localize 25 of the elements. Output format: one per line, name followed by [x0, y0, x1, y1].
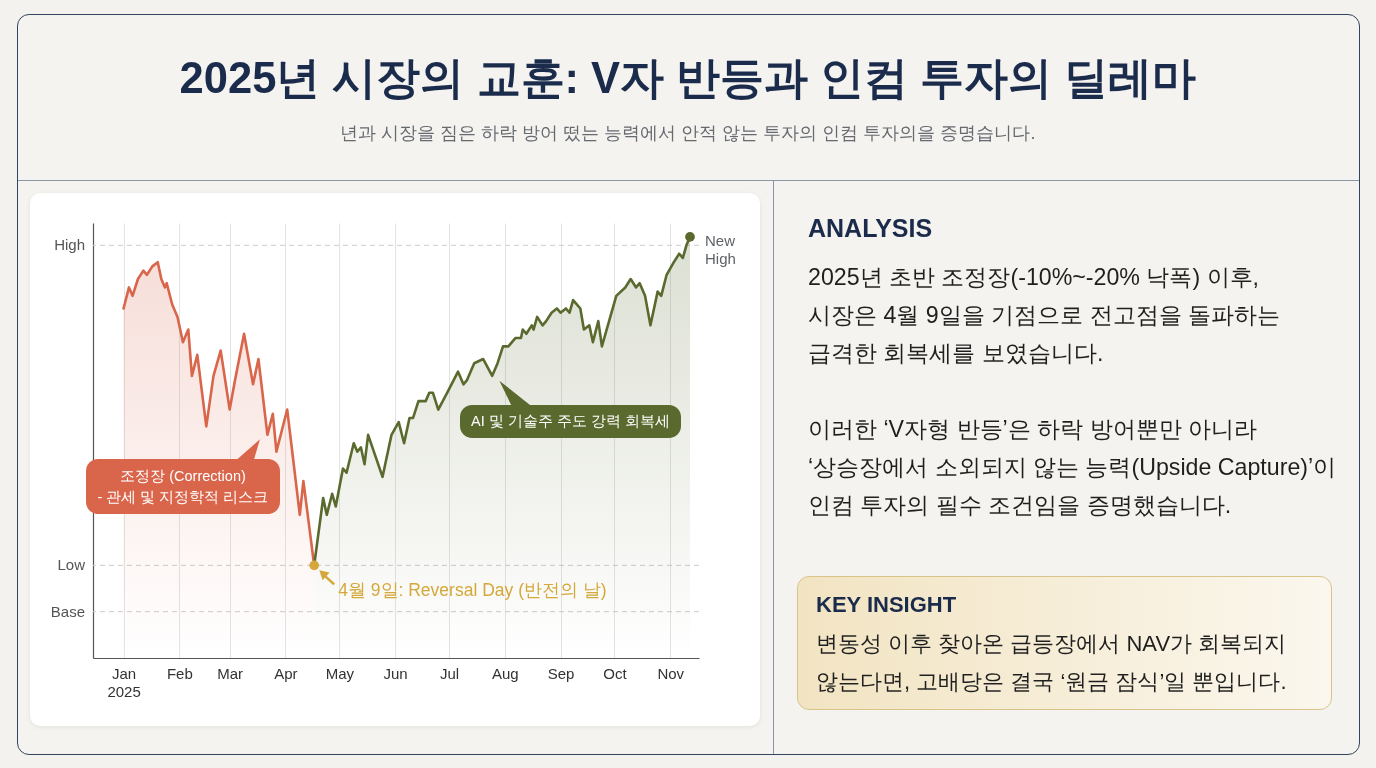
- x-tick-label: Jul: [439, 664, 460, 682]
- ref-line-label: Base: [50, 602, 85, 620]
- x-tick-label: Nov: [657, 664, 685, 682]
- text: KEY INSIGHT: [816, 591, 958, 619]
- annotation: New High: [705, 231, 736, 267]
- x-tick-label: Jun: [383, 664, 408, 682]
- chart-subtitle: 년과 시장을 짐은 하락 방어 떴는 능력에서 안적 않는 투자의 인컴 투자의을 증명습니다.: [339, 122, 1037, 145]
- annotation: AI 및 기술주 주도 강력 회복세: [471, 412, 670, 429]
- annotation: 조정장 (Correction) - 관세 및 지정학적 리스크: [97, 467, 269, 505]
- x-tick-label: Sep: [547, 664, 575, 682]
- x-tick-label: May: [325, 664, 355, 682]
- text: ANALYSIS: [808, 213, 934, 244]
- x-tick-label: Apr: [274, 664, 298, 682]
- x-tick-label: Oct: [603, 664, 628, 682]
- x-tick-label: Mar: [217, 664, 244, 682]
- chart-title: 2025년 시장의 교훈: V자 반등과 인컴 투자의 딜레마: [178, 53, 1198, 104]
- ref-line-label: High: [54, 236, 85, 254]
- text: 변동성 이후 찾아온 급등장에서 NAV가 회복되지 않는다면, 고배당은 결국 ‘원금 잠식’일 뿐입니다.: [816, 630, 1288, 696]
- ref-line-label: Low: [57, 556, 86, 574]
- text: 2025년 초반 조정장(-10%~-20% 낙폭) 이후, 시장은 4월 9일을 기점으로 전고점을 돌파하는 급격한 회복세를 보였습니다.: [808, 263, 1281, 368]
- x-tick-label: Jan 2025: [107, 664, 141, 700]
- x-tick-label: Feb: [166, 664, 193, 682]
- annotation: 4월 9일: Reversal Day (반전의 날): [338, 580, 607, 601]
- x-tick-label: Aug: [491, 664, 519, 682]
- text: 이러한 ‘V자형 반등’은 하락 방어뿐만 아니라 ‘상승장에서 소외되지 않는 능력(Upside Capture)’이 인컴 투자의 필수 조건임을 증명했습니다.: [808, 415, 1338, 520]
